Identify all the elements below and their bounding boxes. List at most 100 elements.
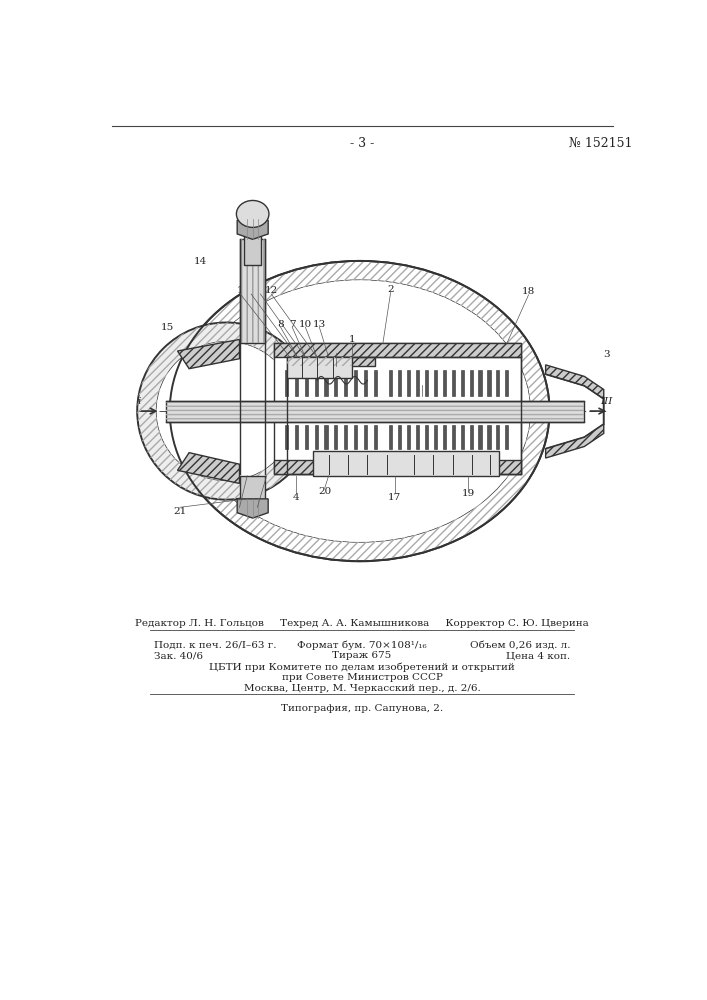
Text: Москва, Центр, М. Черкасский пер., д. 2/6.: Москва, Центр, М. Черкасский пер., д. 2/… xyxy=(244,684,480,693)
Polygon shape xyxy=(305,425,308,449)
Polygon shape xyxy=(334,425,337,449)
Text: 5: 5 xyxy=(236,507,243,516)
Polygon shape xyxy=(295,370,298,396)
Polygon shape xyxy=(416,370,419,396)
Polygon shape xyxy=(237,499,268,518)
Text: Зак. 40/6: Зак. 40/6 xyxy=(154,651,203,660)
Polygon shape xyxy=(354,370,357,396)
Polygon shape xyxy=(274,460,521,474)
Polygon shape xyxy=(469,370,473,396)
Polygon shape xyxy=(479,370,481,396)
Text: 20: 20 xyxy=(318,487,332,496)
Polygon shape xyxy=(389,425,392,449)
Polygon shape xyxy=(398,425,401,449)
Polygon shape xyxy=(425,425,428,449)
Text: Цена 4 коп.: Цена 4 коп. xyxy=(506,651,571,660)
Text: III: III xyxy=(600,397,612,406)
Polygon shape xyxy=(274,343,521,474)
Circle shape xyxy=(156,342,296,480)
Text: 8: 8 xyxy=(277,320,284,329)
Text: 9: 9 xyxy=(257,286,264,295)
Polygon shape xyxy=(295,425,298,449)
Text: 10: 10 xyxy=(299,320,312,329)
Text: 4: 4 xyxy=(293,493,299,502)
Polygon shape xyxy=(461,425,464,449)
Text: 21: 21 xyxy=(173,507,187,516)
Text: i: i xyxy=(137,397,141,406)
Text: Редактор Л. Н. Гольцов     Техред А. А. Камышникова     Корректор С. Ю. Цверина: Редактор Л. Н. Гольцов Техред А. А. Камы… xyxy=(135,619,589,628)
Text: 3: 3 xyxy=(603,350,609,359)
Polygon shape xyxy=(506,425,508,449)
Polygon shape xyxy=(287,357,352,378)
Polygon shape xyxy=(461,370,464,396)
Polygon shape xyxy=(325,370,327,396)
Polygon shape xyxy=(469,425,473,449)
Polygon shape xyxy=(344,370,347,396)
Polygon shape xyxy=(434,425,437,449)
Text: 1: 1 xyxy=(349,335,355,344)
Polygon shape xyxy=(274,343,521,357)
Polygon shape xyxy=(443,370,446,396)
Polygon shape xyxy=(443,425,446,449)
Text: № 152151: № 152151 xyxy=(569,137,632,150)
Polygon shape xyxy=(177,339,240,369)
Polygon shape xyxy=(407,425,410,449)
Polygon shape xyxy=(344,425,347,449)
Polygon shape xyxy=(487,370,491,396)
Polygon shape xyxy=(373,370,377,396)
Polygon shape xyxy=(487,425,491,449)
Text: ЦБТИ при Комитете по делам изобретений и открытий: ЦБТИ при Комитете по делам изобретений и… xyxy=(209,662,515,672)
Polygon shape xyxy=(496,425,499,449)
Polygon shape xyxy=(407,370,410,396)
Polygon shape xyxy=(479,425,481,449)
Text: 22: 22 xyxy=(415,377,428,386)
Polygon shape xyxy=(546,365,604,399)
Circle shape xyxy=(137,323,315,500)
Ellipse shape xyxy=(236,200,269,227)
Text: 11: 11 xyxy=(251,507,264,516)
Polygon shape xyxy=(425,370,428,396)
Text: 7: 7 xyxy=(289,320,296,329)
Text: 17: 17 xyxy=(388,493,401,502)
Text: 1: 1 xyxy=(237,286,244,295)
Polygon shape xyxy=(364,425,367,449)
Polygon shape xyxy=(506,370,508,396)
Text: Объем 0,26 изд. л.: Объем 0,26 изд. л. xyxy=(470,641,571,650)
Polygon shape xyxy=(325,425,327,449)
Text: 19: 19 xyxy=(462,489,474,498)
Polygon shape xyxy=(546,424,604,458)
Ellipse shape xyxy=(189,280,530,542)
Text: 6: 6 xyxy=(248,286,255,295)
Text: Тираж 675: Тираж 675 xyxy=(332,651,392,660)
Text: 18: 18 xyxy=(522,287,535,296)
Polygon shape xyxy=(315,425,317,449)
Text: 14: 14 xyxy=(194,257,207,266)
Polygon shape xyxy=(285,370,288,396)
Text: 2: 2 xyxy=(387,285,394,294)
Polygon shape xyxy=(389,370,392,396)
Polygon shape xyxy=(287,357,375,366)
Polygon shape xyxy=(434,370,437,396)
Polygon shape xyxy=(285,425,288,449)
Polygon shape xyxy=(364,370,367,396)
Polygon shape xyxy=(313,451,499,476)
Text: 15: 15 xyxy=(160,323,174,332)
Text: Формат бум. 70×108¹/₁₆: Формат бум. 70×108¹/₁₆ xyxy=(297,641,427,650)
Text: при Совете Министров СССР: при Совете Министров СССР xyxy=(281,673,443,682)
Polygon shape xyxy=(416,425,419,449)
Polygon shape xyxy=(334,370,337,396)
Ellipse shape xyxy=(189,280,530,542)
Polygon shape xyxy=(237,220,268,239)
Polygon shape xyxy=(452,370,455,396)
Polygon shape xyxy=(177,453,240,483)
Polygon shape xyxy=(496,370,499,396)
Polygon shape xyxy=(305,370,308,396)
Polygon shape xyxy=(452,425,455,449)
Text: - 3 -: - 3 - xyxy=(350,137,374,150)
Polygon shape xyxy=(354,425,357,449)
Text: 13: 13 xyxy=(312,320,326,329)
Text: Типография, пр. Сапунова, 2.: Типография, пр. Сапунова, 2. xyxy=(281,704,443,713)
Circle shape xyxy=(156,342,296,480)
Polygon shape xyxy=(315,370,317,396)
Text: 16: 16 xyxy=(329,345,343,354)
